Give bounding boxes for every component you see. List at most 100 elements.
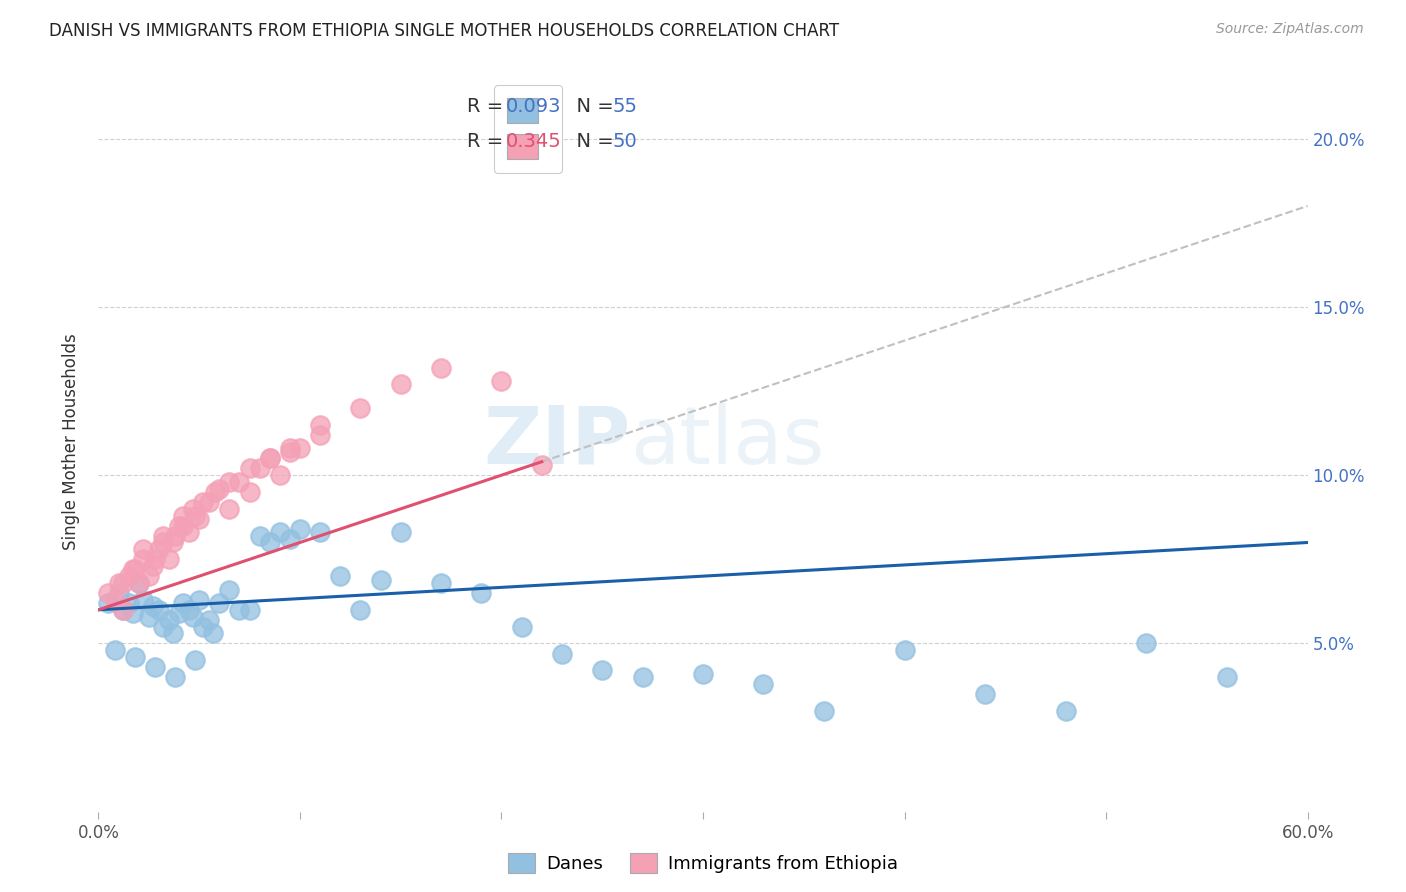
Point (430, 575, 453, 590)
Point (118, 596, 141, 610)
Point (152, 535, 174, 549)
Point (103, 592, 125, 607)
Point (893, 643, 915, 657)
Text: 50: 50 (613, 132, 637, 152)
Point (128, 575, 150, 590)
Point (179, 525, 201, 540)
Point (692, 666, 714, 681)
Text: N =: N = (564, 132, 620, 152)
Point (157, 552, 180, 566)
Point (259, 535, 281, 549)
Point (1135, 636, 1157, 650)
Point (148, 603, 170, 617)
Point (208, 596, 231, 610)
Text: atlas: atlas (630, 402, 825, 481)
Point (181, 501, 204, 516)
Point (184, 653, 207, 667)
Point (218, 475, 240, 489)
Point (239, 603, 262, 617)
Point (249, 529, 271, 543)
Point (202, 626, 225, 640)
Point (111, 603, 134, 617)
Point (974, 687, 997, 701)
Point (278, 444, 301, 458)
Point (752, 677, 775, 691)
Point (188, 512, 211, 526)
Point (239, 461, 262, 475)
Point (152, 529, 174, 543)
Point (288, 442, 311, 456)
Point (163, 529, 186, 543)
Point (121, 606, 143, 620)
Point (813, 704, 835, 718)
Point (470, 586, 492, 600)
Point (163, 670, 186, 684)
Point (198, 495, 221, 509)
Y-axis label: Single Mother Households: Single Mother Households (62, 334, 80, 549)
Point (124, 562, 146, 576)
Point (143, 552, 166, 566)
Point (107, 575, 129, 590)
Point (172, 518, 194, 533)
Point (97, 586, 120, 600)
Point (208, 482, 231, 496)
Point (111, 603, 134, 617)
Point (349, 603, 371, 617)
Point (142, 559, 165, 574)
Point (1216, 670, 1239, 684)
Point (97, 596, 120, 610)
Point (309, 427, 332, 442)
Point (181, 609, 204, 624)
Point (349, 401, 371, 415)
Point (269, 468, 291, 483)
Point (193, 495, 215, 509)
Point (259, 451, 281, 466)
Text: 0.093: 0.093 (506, 97, 561, 116)
Point (111, 575, 134, 590)
Point (103, 643, 125, 657)
Point (198, 613, 221, 627)
Point (167, 606, 190, 620)
Point (118, 569, 141, 583)
Point (179, 603, 201, 617)
Point (430, 360, 453, 375)
Point (551, 647, 574, 661)
Point (218, 501, 240, 516)
Point (132, 592, 155, 607)
Point (152, 619, 174, 633)
Point (143, 660, 166, 674)
Point (184, 508, 207, 523)
Point (249, 461, 271, 475)
Point (370, 573, 392, 587)
Point (510, 619, 533, 633)
Point (132, 542, 155, 557)
Point (121, 562, 143, 576)
Text: Source: ZipAtlas.com: Source: ZipAtlas.com (1216, 22, 1364, 37)
Point (148, 542, 170, 557)
Point (278, 442, 301, 456)
Point (309, 525, 332, 540)
Point (530, 148, 553, 162)
Point (204, 485, 226, 500)
Point (530, 458, 553, 472)
Point (491, 374, 513, 388)
Point (278, 532, 301, 546)
Point (631, 670, 654, 684)
Point (389, 525, 412, 540)
Point (172, 596, 194, 610)
Text: R =: R = (467, 132, 510, 152)
Point (259, 451, 281, 466)
Point (162, 535, 184, 549)
Point (309, 417, 332, 432)
Text: R =: R = (467, 97, 510, 116)
Point (138, 569, 160, 583)
Point (1054, 704, 1077, 718)
Point (591, 664, 613, 678)
Point (269, 525, 291, 540)
Point (142, 599, 165, 614)
Point (167, 518, 190, 533)
Point (228, 603, 250, 617)
Text: ZIP: ZIP (484, 402, 630, 481)
Text: 55: 55 (613, 97, 637, 116)
Point (188, 592, 211, 607)
